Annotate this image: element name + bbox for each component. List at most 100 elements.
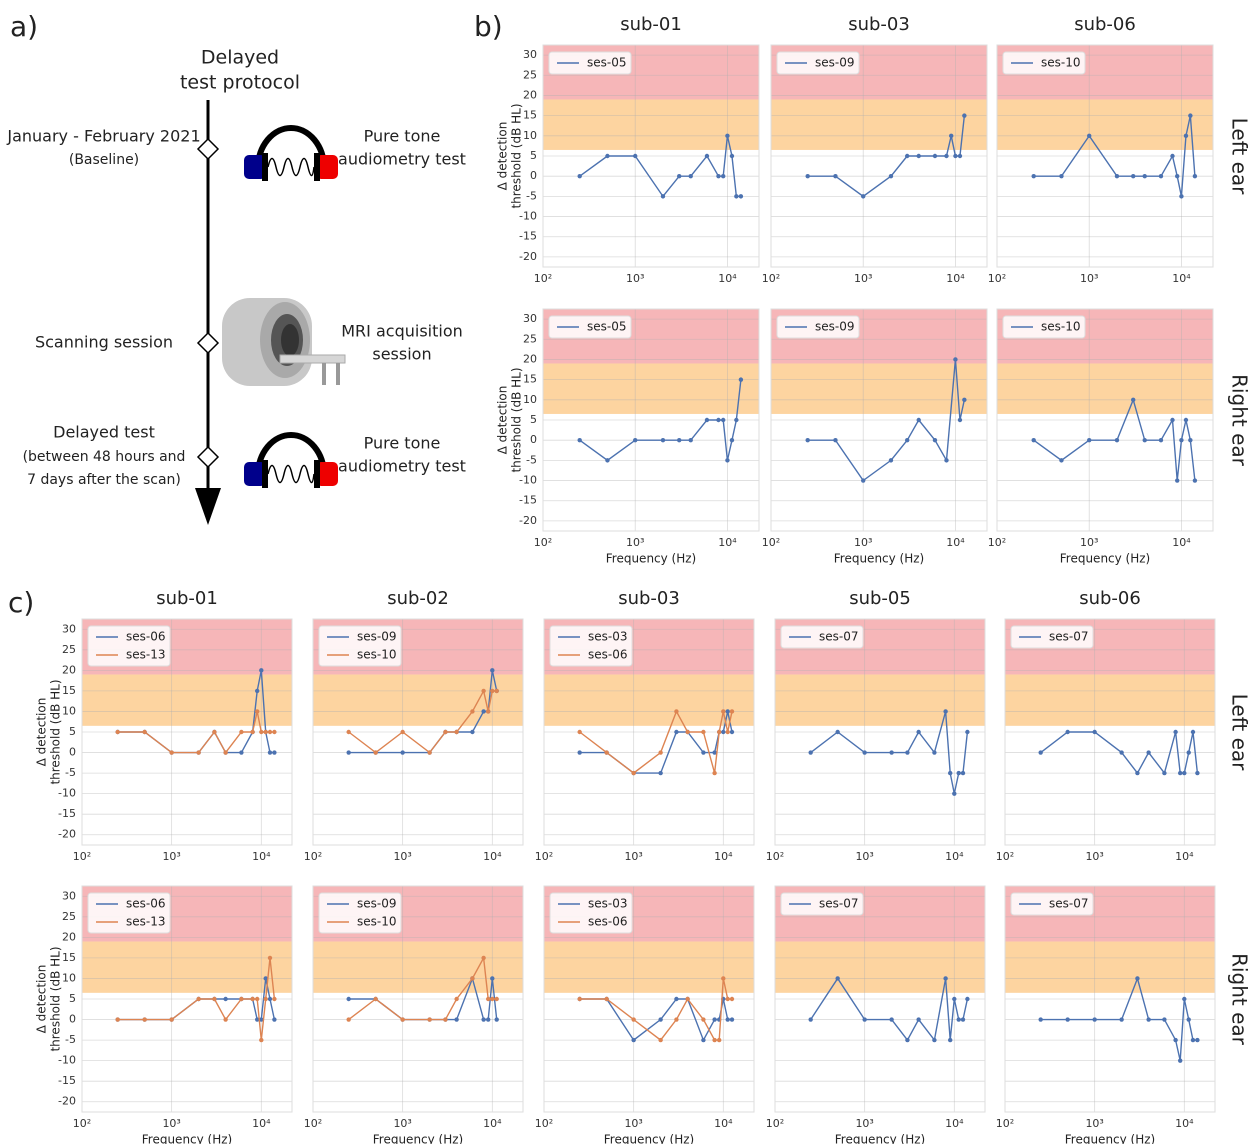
data-point — [721, 173, 726, 179]
data-point — [1031, 437, 1036, 443]
data-point — [169, 1017, 174, 1022]
x-tick-label: 10² — [988, 536, 1006, 549]
data-point — [658, 750, 663, 755]
data-point — [490, 688, 495, 694]
x-tick-label: 10⁴ — [718, 536, 737, 549]
data-point — [943, 709, 948, 714]
data-point — [835, 976, 840, 981]
legend-label: ses-05 — [587, 56, 627, 70]
data-point — [259, 1017, 264, 1022]
data-point — [223, 750, 228, 755]
axes-frame — [542, 308, 760, 532]
chart: 10² 10³ 10⁴ Frequency (Hz) ses-03 ses-06 — [535, 885, 755, 1144]
chart: 10² 10³ 10⁴ Frequency (Hz) ses-09 ses-10 — [304, 885, 524, 1144]
x-tick-label: 10³ — [624, 850, 642, 863]
y-tick-label: -10 — [58, 787, 76, 800]
data-point — [1195, 1037, 1200, 1043]
data-point — [1142, 437, 1147, 443]
data-point — [259, 668, 264, 673]
axes-frame — [312, 618, 524, 846]
data-point — [944, 153, 949, 159]
data-point — [701, 750, 706, 755]
data-point — [259, 1037, 264, 1043]
threshold-band — [313, 674, 523, 726]
data-point — [701, 1037, 706, 1043]
chart-title: sub-03 — [848, 14, 910, 35]
data-point — [1188, 437, 1193, 443]
threshold-band — [775, 941, 985, 993]
legend-label: ses-06 — [126, 630, 166, 644]
data-point — [685, 729, 690, 735]
chart: 10² 10³ 10⁴ Frequency (Hz) ses-10 — [988, 308, 1214, 566]
y-tick-label: 10 — [62, 971, 76, 984]
threshold-band — [543, 363, 759, 414]
data-point — [605, 153, 610, 159]
threshold-band — [997, 363, 1213, 414]
x-tick-label: 10³ — [1080, 272, 1098, 285]
axes-frame — [774, 618, 986, 846]
data-point — [905, 153, 910, 159]
data-point — [373, 996, 378, 1002]
step-event: Pure tone — [364, 434, 441, 453]
y-tick-label: -5 — [65, 1033, 76, 1046]
data-point — [916, 417, 921, 423]
legend-label: ses-07 — [1049, 630, 1089, 644]
axes-frame — [81, 885, 293, 1113]
data-point — [916, 729, 921, 735]
data-point — [712, 750, 717, 755]
data-point — [169, 750, 174, 755]
data-point — [254, 709, 260, 714]
data-point — [725, 133, 730, 139]
data-point — [960, 1017, 966, 1022]
data-point — [725, 729, 730, 735]
step-event: session — [372, 345, 431, 364]
x-axis-label: Frequency (Hz) — [835, 1133, 926, 1144]
data-point — [212, 729, 217, 735]
data-point — [734, 417, 739, 423]
x-axis-label: Frequency (Hz) — [142, 1133, 233, 1144]
data-point — [494, 688, 499, 694]
data-point — [1038, 1017, 1043, 1022]
data-point — [1158, 437, 1164, 443]
y-tick-label: 10 — [62, 704, 76, 717]
y-tick-label: -5 — [526, 453, 537, 466]
data-point — [1183, 417, 1189, 423]
step-event: MRI acquisition — [341, 322, 463, 341]
series-line — [579, 709, 733, 774]
data-point — [729, 437, 735, 443]
legend-box — [87, 892, 171, 934]
data-point — [721, 976, 726, 981]
data-point — [1038, 750, 1043, 755]
data-point — [373, 750, 378, 755]
data-point — [889, 750, 894, 755]
data-point — [721, 709, 726, 714]
y-tick-label: -10 — [519, 210, 537, 223]
legend-label: ses-03 — [588, 630, 628, 644]
step-event: audiometry test — [338, 457, 466, 476]
axes-frame — [774, 885, 986, 1113]
data-point — [577, 729, 582, 735]
data-point — [1162, 770, 1167, 776]
data-point — [481, 955, 486, 961]
diagram-title: test protocol — [180, 72, 300, 94]
legend-box — [549, 892, 633, 934]
y-tick-label: 25 — [523, 68, 537, 81]
y-tick-label: 30 — [62, 622, 76, 635]
x-tick-label: 10⁴ — [945, 850, 964, 863]
data-point — [861, 478, 866, 483]
y-tick-label: 5 — [530, 413, 537, 426]
x-tick-label: 10³ — [1085, 1117, 1103, 1130]
data-point — [729, 1017, 735, 1022]
data-point — [962, 397, 967, 403]
legend-label: ses-09 — [357, 897, 397, 911]
milestone — [196, 331, 220, 355]
legend-label: ses-10 — [357, 648, 397, 662]
y-tick-label: 25 — [62, 643, 76, 656]
data-point — [267, 750, 273, 755]
legend-box — [1002, 315, 1086, 339]
data-point — [729, 996, 735, 1002]
data-point — [400, 1017, 405, 1022]
data-point — [725, 458, 730, 463]
x-tick-label: 10² — [996, 1117, 1014, 1130]
data-point — [1162, 1017, 1167, 1022]
